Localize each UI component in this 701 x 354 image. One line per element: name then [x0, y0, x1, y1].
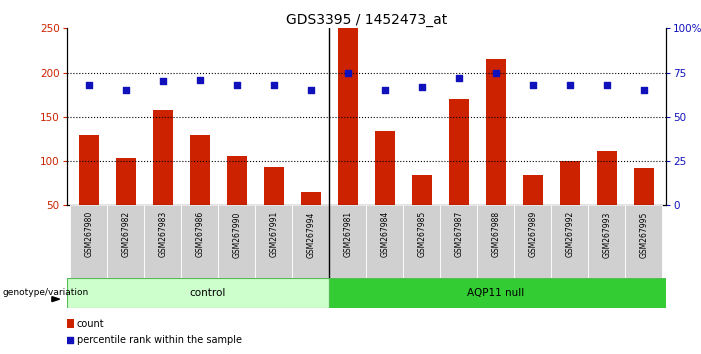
- Bar: [625, 205, 662, 278]
- Bar: [486, 59, 506, 205]
- Bar: [67, 278, 329, 308]
- Bar: [449, 99, 469, 205]
- Bar: [477, 205, 515, 278]
- Bar: [559, 161, 580, 205]
- Point: [194, 77, 205, 82]
- Text: GSM267985: GSM267985: [417, 211, 426, 257]
- Text: GSM267984: GSM267984: [380, 211, 389, 257]
- Bar: [182, 205, 218, 278]
- Bar: [366, 205, 403, 278]
- Point: [527, 82, 538, 88]
- Bar: [597, 152, 617, 205]
- Bar: [144, 205, 182, 278]
- Bar: [67, 319, 74, 329]
- Text: GSM267987: GSM267987: [454, 211, 463, 257]
- Point: [564, 82, 576, 88]
- Point: [342, 70, 353, 75]
- Bar: [329, 205, 366, 278]
- Bar: [403, 205, 440, 278]
- Bar: [522, 175, 543, 205]
- Text: GSM267995: GSM267995: [639, 211, 648, 257]
- Bar: [226, 156, 247, 205]
- Text: AQP11 null: AQP11 null: [467, 288, 524, 298]
- Text: genotype/variation: genotype/variation: [2, 287, 88, 297]
- Text: GSM267981: GSM267981: [343, 211, 353, 257]
- Point: [416, 84, 428, 90]
- Bar: [292, 205, 329, 278]
- Title: GDS3395 / 1452473_at: GDS3395 / 1452473_at: [285, 13, 447, 27]
- Bar: [440, 205, 477, 278]
- Text: GSM267986: GSM267986: [196, 211, 204, 257]
- Text: percentile rank within the sample: percentile rank within the sample: [76, 335, 242, 345]
- Bar: [374, 131, 395, 205]
- Text: GSM267982: GSM267982: [121, 211, 130, 257]
- Bar: [338, 28, 358, 205]
- Text: GSM267980: GSM267980: [84, 211, 93, 257]
- Point: [638, 87, 649, 93]
- Text: GSM267994: GSM267994: [306, 211, 315, 257]
- Text: control: control: [189, 288, 226, 298]
- Point: [379, 87, 390, 93]
- Bar: [218, 205, 255, 278]
- Bar: [515, 205, 551, 278]
- Bar: [189, 135, 210, 205]
- Bar: [255, 205, 292, 278]
- Point: [157, 79, 168, 84]
- Bar: [79, 135, 99, 205]
- Bar: [634, 168, 654, 205]
- Point: [83, 82, 95, 88]
- Polygon shape: [52, 297, 60, 302]
- Bar: [411, 175, 432, 205]
- Text: GSM267983: GSM267983: [158, 211, 168, 257]
- Point: [231, 82, 243, 88]
- Point: [305, 87, 316, 93]
- Bar: [551, 205, 588, 278]
- Bar: [116, 158, 136, 205]
- Bar: [264, 167, 284, 205]
- Point: [490, 70, 501, 75]
- Point: [268, 82, 280, 88]
- Bar: [153, 110, 173, 205]
- Text: GSM267990: GSM267990: [232, 211, 241, 257]
- Text: GSM267989: GSM267989: [529, 211, 537, 257]
- Bar: [70, 205, 107, 278]
- Bar: [588, 205, 625, 278]
- Text: GSM267991: GSM267991: [269, 211, 278, 257]
- Point: [120, 87, 131, 93]
- Point: [64, 337, 76, 343]
- Bar: [329, 278, 666, 308]
- Text: GSM267992: GSM267992: [565, 211, 574, 257]
- Text: GSM267993: GSM267993: [602, 211, 611, 257]
- Bar: [301, 192, 321, 205]
- Text: GSM267988: GSM267988: [491, 211, 501, 257]
- Bar: [107, 205, 144, 278]
- Point: [601, 82, 613, 88]
- Text: count: count: [76, 319, 104, 329]
- Point: [453, 75, 464, 81]
